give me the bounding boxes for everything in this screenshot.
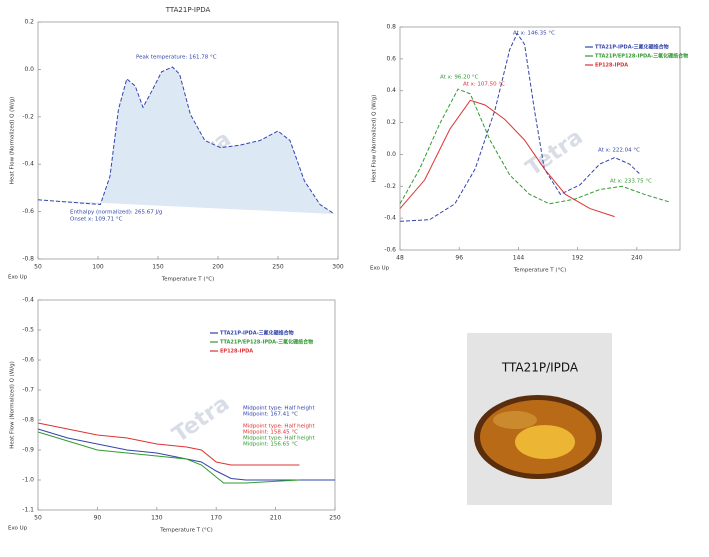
chart: Tetra 48 96 144 192 240 0.8 0.6 0.4 0.2 0.0 -0.2 -0.… [370, 24, 688, 274]
series-line [37, 66, 335, 215]
watermark: Tetra [522, 125, 588, 182]
y-tick-label: -0.9 [22, 447, 34, 454]
annotation: Midpoint: 158.45 °C [243, 430, 298, 436]
y-tick-label: -0.4 [384, 215, 396, 222]
y-tick-label: -0.5 [22, 327, 34, 334]
legend-label: EP128-IPDA [220, 349, 253, 355]
y-tick-label: 0.2 [386, 119, 396, 126]
watermark: Tetra [168, 391, 234, 448]
plot-frame [37, 299, 336, 511]
series-line [37, 428, 335, 481]
plot-frame [37, 21, 339, 260]
x-axis-label: Temperature T (°C) [161, 277, 215, 283]
y-tick-label: 0.0 [24, 66, 34, 73]
corner-label: Exo Up [8, 526, 28, 532]
x-tick-label: 50 [34, 515, 42, 522]
x-tick-label: 96 [455, 255, 463, 262]
x-tick-label: 200 [212, 264, 224, 271]
x-tick-label: 50 [34, 264, 42, 271]
series-line [399, 88, 671, 205]
annotation: At x: 146.35 °C [513, 31, 555, 37]
x-tick-label: 240 [631, 255, 643, 262]
y-axis-label: Heat Flow (Normalized) Q (W/g) [372, 95, 378, 182]
x-tick-label: 210 [270, 515, 282, 522]
x-tick-label: 150 [152, 264, 164, 271]
x-tick-label: 90 [94, 515, 102, 522]
y-tick-label: -0.8 [22, 256, 34, 263]
sample-photo: TTA21P/IPDA [467, 333, 612, 505]
series-line [37, 431, 300, 484]
x-tick-label: 130 [151, 515, 163, 522]
y-tick-label: -1.0 [22, 477, 34, 484]
legend-label: TTA21P-IPDA-三氟化硼络合物 [220, 330, 294, 337]
annotation: Peak temperature: 161.78 °C [136, 55, 217, 61]
x-tick-label: 250 [272, 264, 284, 271]
legend-label: TTA21P/EP128-IPDA-三氟化硼络合物 [220, 339, 313, 346]
x-tick-label: 250 [329, 515, 341, 522]
annotation: Enthalpy (normalized): 265.67 J/g [70, 210, 162, 216]
plot-frame [399, 26, 681, 251]
annotation: At x: 233.75 °C [610, 179, 652, 185]
annotation: Midpoint: 156.65 °C [243, 442, 298, 448]
y-tick-label: 0.6 [386, 55, 396, 62]
series-line [399, 99, 615, 218]
x-tick-label: 100 [92, 264, 104, 271]
legend-label: TTA21P/EP128-IPDA-三氟化硼络合物 [595, 53, 688, 60]
annotation: At x: 107.50 °C [463, 82, 505, 88]
chart: Tetra 50 90 130 170 210 250 -0.4 -0.5 -0.6 -0.7 -0.… [8, 297, 341, 534]
chart: TTA21P-IPDATetra501001502002503000.20.0-… [8, 6, 344, 283]
x-tick-label: 170 [210, 515, 222, 522]
legend-label: TTA21P-IPDA-三氟化硼络合物 [595, 44, 669, 51]
annotation: At x: 222.04 °C [598, 148, 640, 154]
y-axis-label: Heat Flow (Normalized) Q (W/g) [10, 97, 16, 184]
x-axis-label: Temperature T (°C) [513, 268, 567, 274]
series-line [399, 32, 640, 222]
annotation: Midpoint type: Half height [243, 436, 316, 442]
chart-title: TTA21P-IPDA [165, 6, 211, 14]
y-axis-label: Heat Flow (Normalized) Q (W/g) [10, 361, 16, 448]
y-tick-label: -0.7 [22, 387, 34, 394]
dish-highlight [515, 425, 575, 459]
y-tick-label: -0.4 [22, 297, 34, 304]
y-tick-label: 0.0 [386, 151, 396, 158]
corner-label: Exo Up [8, 275, 28, 281]
y-tick-label: -0.6 [22, 208, 34, 215]
y-tick-label: -0.6 [384, 247, 396, 254]
series-line [37, 422, 300, 466]
photo-caption: TTA21P/IPDA [501, 361, 579, 375]
x-tick-label: 48 [396, 255, 404, 262]
y-tick-label: 0.4 [386, 87, 396, 94]
legend-label: EP128-IPDA [595, 63, 628, 69]
annotation: Midpoint type: Half height [243, 424, 316, 430]
y-tick-label: -0.2 [22, 113, 34, 120]
corner-label: Exo Up [370, 266, 390, 272]
y-tick-label: 0.8 [386, 24, 396, 31]
annotation: Midpoint type: Half height [243, 406, 316, 412]
dish-reflection [493, 411, 537, 429]
y-tick-label: 0.2 [24, 19, 34, 26]
y-tick-label: -0.4 [22, 161, 34, 168]
annotation: Onset x: 109.71 °C [70, 217, 123, 223]
y-tick-label: -0.8 [22, 417, 34, 424]
y-tick-label: -0.2 [384, 183, 396, 190]
x-tick-label: 300 [332, 264, 344, 271]
annotation: Midpoint: 167.41 °C [243, 412, 298, 418]
annotation: At x: 96.20 °C [440, 75, 479, 81]
x-tick-label: 144 [513, 255, 525, 262]
y-tick-label: -1.1 [22, 507, 34, 514]
x-tick-label: 192 [572, 255, 584, 262]
x-axis-label: Temperature T (°C) [159, 528, 213, 534]
series-area [38, 67, 335, 214]
y-tick-label: -0.6 [22, 357, 34, 364]
